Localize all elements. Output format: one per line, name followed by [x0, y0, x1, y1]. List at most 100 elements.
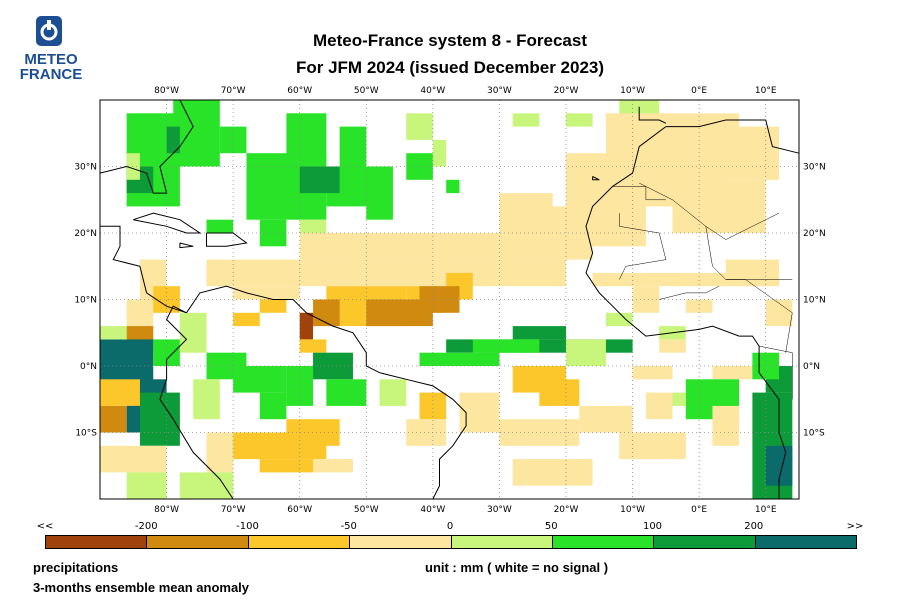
anomaly-cell: [259, 459, 314, 473]
anomaly-cell: [645, 392, 673, 420]
logo-text-meteo: METEO: [24, 51, 78, 68]
anomaly-cell: [499, 419, 580, 446]
colorbar-segment: [755, 536, 856, 548]
anomaly-cell: [313, 299, 340, 327]
coastline: [638, 106, 667, 124]
colorbar-tick-label: -100: [236, 521, 259, 532]
anomaly-cell: [632, 286, 660, 313]
anomaly-cell: [126, 472, 167, 499]
coastline: [665, 119, 800, 154]
country-border: [619, 213, 667, 280]
coastlines: [99, 99, 800, 500]
colorbar-tick-label: 200: [744, 521, 764, 532]
colorbar-segment: [350, 536, 452, 548]
anomaly-cell: [299, 233, 566, 260]
anomaly-cell: [632, 366, 673, 380]
anomaly-cell: [419, 352, 500, 366]
coastline: [133, 212, 202, 234]
colorbar-tick-label: 0: [446, 521, 454, 532]
lat-tick-label-left: 10°S: [75, 429, 97, 439]
map-frame: [99, 99, 800, 500]
anomaly-cell: [326, 379, 367, 406]
lon-tick-label-top: 60°W: [287, 86, 312, 96]
anomaly-cell: [286, 113, 327, 167]
lon-tick-label-top: 70°W: [221, 86, 246, 96]
lon-tick-label-bottom: 30°W: [487, 505, 512, 515]
axis-ticks: 80°W 80°W 70°W 70°W 60°W 60°W 50°W 50°W 40°W 40°W…: [74, 86, 825, 515]
anomaly-cell: [259, 299, 287, 313]
anomaly-cell: [259, 219, 287, 247]
anomaly-cell: [512, 459, 593, 486]
lon-tick-label-top: 80°W: [154, 86, 179, 96]
anomaly-cell: [765, 299, 793, 327]
anomaly-cell: [512, 113, 540, 127]
anomaly-cell: [313, 459, 353, 473]
variable-label: precipitations: [33, 560, 119, 575]
coastline: [585, 126, 787, 499]
anomaly-cell: [339, 126, 367, 167]
anomaly-cell: [286, 366, 314, 406]
unit-note: unit : mm ( white = no signal ): [425, 560, 609, 575]
anomaly-cell: [233, 312, 260, 327]
anomaly-cell: [419, 286, 460, 313]
anomaly-cell: [366, 166, 393, 220]
coastline: [592, 176, 600, 181]
anomaly-cell: [472, 339, 540, 353]
anomaly-cell: [406, 113, 433, 140]
anomaly-cell: [712, 366, 753, 380]
anomaly-cell: [206, 219, 234, 233]
anomaly-cell: [725, 259, 780, 287]
anomaly-cell: [219, 126, 247, 154]
coastline: [100, 225, 234, 500]
colorbar-tick-label: >>: [846, 521, 864, 532]
lon-tick-label-bottom: 10°E: [755, 505, 777, 515]
colorbar-tick-label: <<: [36, 521, 54, 532]
anomaly-cell: [179, 472, 234, 499]
country-border: [759, 345, 793, 400]
coastline: [186, 285, 467, 500]
lon-tick-label-bottom: 20°W: [554, 505, 579, 515]
anomaly-cell: [299, 166, 340, 194]
lon-tick-label-bottom: 10°W: [620, 505, 645, 515]
anomaly-cell: [566, 113, 593, 127]
anomaly-cell: [592, 272, 726, 287]
anomaly-cell: [685, 299, 713, 313]
lon-tick-label-top: 10°W: [620, 86, 645, 96]
anomaly-field: [100, 100, 793, 499]
lon-tick-label-top: 20°W: [554, 86, 579, 96]
lat-tick-label-left: 20°N: [74, 229, 97, 239]
anomaly-cell: [100, 379, 140, 406]
lon-tick-label-bottom: 40°W: [420, 505, 445, 515]
lon-tick-label-top: 40°W: [420, 86, 445, 96]
lat-tick-label-left: 30°N: [74, 163, 97, 173]
meteo-france-logo-icon: [36, 16, 62, 46]
anomaly-cell: [619, 432, 686, 460]
anomaly-cell: [126, 153, 140, 180]
colorbar-segment: [248, 536, 351, 548]
lon-tick-label-top: 10°E: [755, 86, 777, 96]
colorbar-segment: [654, 536, 756, 548]
anomaly-cell: [206, 259, 566, 287]
lon-tick-label-top: 0°E: [691, 86, 707, 96]
lon-tick-label-top: 30°W: [487, 86, 512, 96]
lon-tick-label-bottom: 70°W: [221, 505, 246, 515]
forecast-period-title: For JFM 2024 (issued December 2023): [295, 58, 605, 77]
lon-tick-label-bottom: 80°W: [154, 505, 179, 515]
country-border: [659, 285, 720, 300]
coastline: [99, 99, 194, 194]
lat-tick-label-right: 10°S: [803, 429, 825, 439]
anomaly-cell: [233, 286, 300, 300]
lat-tick-label-left: 0°N: [80, 362, 97, 372]
anomaly-cell: [712, 405, 740, 446]
coastline: [179, 242, 194, 249]
anomaly-cell: [672, 392, 686, 406]
anomaly-cell: [605, 312, 633, 327]
anomaly-cell: [233, 366, 287, 393]
anomaly-cell: [539, 379, 580, 406]
anomaly-cell: [579, 405, 633, 433]
colorbar: [45, 535, 857, 549]
anomaly-cell: [299, 312, 314, 340]
anomaly-cell: [100, 405, 127, 433]
lon-tick-label-bottom: 50°W: [354, 505, 379, 515]
country-border: [612, 186, 666, 201]
